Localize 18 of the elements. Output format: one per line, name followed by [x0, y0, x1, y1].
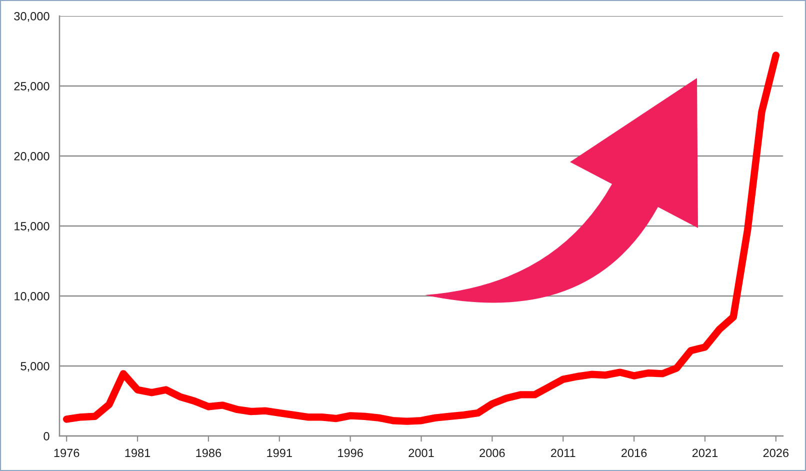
y-tick-label: 15,000: [14, 222, 50, 232]
x-tick-label: 2021: [692, 448, 718, 458]
x-tick-label: 2026: [763, 448, 789, 458]
x-tick-label: 1976: [54, 448, 80, 458]
x-tick-label: 1986: [196, 448, 222, 458]
x-tick-label: 1996: [338, 448, 363, 458]
y-tick-label: 5,000: [20, 362, 50, 372]
y-tick-label: 20,000: [14, 152, 50, 162]
y-tick-label: 0: [44, 432, 50, 440]
y-tick-label: 10,000: [14, 292, 50, 302]
x-tick-label: 1981: [125, 448, 150, 458]
y-tick-label: 25,000: [14, 82, 50, 92]
x-tick-label: 2016: [622, 448, 647, 458]
x-tick-label: 1991: [267, 448, 292, 458]
x-tick-label: 2001: [408, 448, 434, 458]
x-tick-label: 2006: [480, 448, 505, 458]
x-tick-label: 2011: [551, 448, 576, 458]
y-tick-label: 30,000: [14, 12, 50, 22]
